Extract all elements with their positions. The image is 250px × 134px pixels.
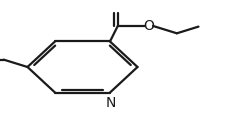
Text: O: O <box>143 19 154 33</box>
Text: N: N <box>106 96 117 110</box>
